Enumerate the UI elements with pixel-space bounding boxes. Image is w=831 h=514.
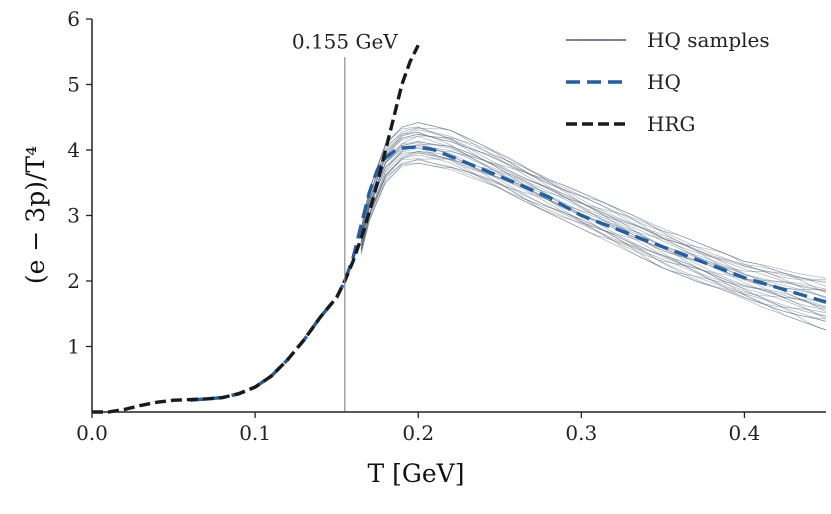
legend-hq: HQ: [566, 70, 681, 94]
hq-sample-line: [360, 144, 826, 301]
hq-sample-line: [360, 150, 827, 322]
y-tick-label: 6: [67, 7, 80, 31]
hq-sample-line: [360, 151, 827, 308]
hq-sample-line: [360, 131, 827, 298]
x-tick-label: 0.1: [239, 421, 271, 445]
hq-sample-line: [360, 141, 827, 310]
y-ticks: 1 2 3 4 5 6: [67, 7, 92, 359]
hq-samples-group: [360, 122, 827, 331]
hq-sample-line: [360, 129, 827, 299]
plot-area: [92, 44, 827, 414]
x-tick-label: 0.0: [76, 421, 108, 445]
x-tick-label: 0.3: [565, 421, 597, 445]
hq-sample-line: [360, 143, 827, 292]
legend-label: HRG: [647, 112, 695, 136]
legend-label: HQ: [647, 70, 681, 94]
hq-sample-line: [360, 127, 827, 279]
hq-sample-line: [360, 134, 827, 281]
hq-sample-line: [360, 147, 827, 317]
hq-sample-line: [360, 147, 827, 305]
hq-sample-line: [360, 135, 827, 293]
hq-sample-line: [360, 140, 827, 310]
x-axis-title: T [GeV]: [368, 459, 465, 488]
hq-sample-line: [360, 158, 827, 317]
y-tick-label: 4: [67, 138, 80, 162]
hq-sample-line: [360, 154, 827, 314]
hq-sample-line: [360, 162, 827, 320]
hq-sample-line: [360, 127, 827, 294]
hq-line: [189, 144, 827, 402]
hq-sample-line: [360, 158, 827, 331]
hq-sample-line: [360, 159, 827, 331]
series-group: [92, 44, 827, 414]
hq-sample-line: [360, 133, 827, 287]
hq-sample-line: [360, 152, 827, 308]
legend-label: HQ samples: [647, 28, 770, 52]
hq-sample-line: [360, 142, 827, 320]
y-tick-label: 1: [67, 335, 80, 359]
legend: HQ samples HQ HRG: [566, 28, 770, 136]
y-tick-label: 5: [67, 73, 80, 97]
x-tick-label: 0.2: [402, 421, 434, 445]
hq-sample-line: [360, 122, 827, 284]
y-tick-label: 3: [67, 204, 80, 228]
x-ticks: 0.0 0.1 0.2 0.3 0.4: [76, 412, 760, 445]
hq-sample-line: [360, 151, 827, 322]
x-tick-label: 0.4: [729, 421, 761, 445]
y-axis-title: (e − 3p)/T⁴: [21, 146, 50, 284]
reference-line-label: 0.155 GeV: [292, 29, 398, 53]
hq-sample-line: [360, 135, 827, 290]
hq-sample-line: [360, 126, 827, 298]
hq-sample-line: [360, 122, 827, 282]
legend-hrg: HRG: [566, 112, 695, 136]
hrg-line: [92, 44, 420, 414]
legend-hq-samples: HQ samples: [566, 28, 770, 52]
hq-sample-line: [360, 162, 827, 331]
hq-sample-line: [360, 132, 827, 291]
hq-sample-line: [360, 145, 827, 313]
y-tick-label: 2: [67, 269, 80, 293]
